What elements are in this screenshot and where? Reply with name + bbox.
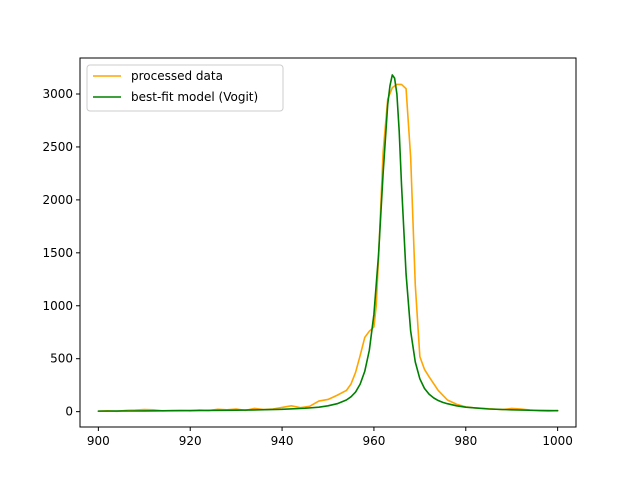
x-tick-label-940: 940 bbox=[271, 434, 294, 448]
y-tick-label-2500: 2500 bbox=[42, 140, 73, 154]
y-tick-label-0: 0 bbox=[65, 405, 73, 419]
x-tick-label-1000: 1000 bbox=[542, 434, 573, 448]
legend-label-processed-data: processed data bbox=[131, 69, 223, 83]
y-axis-ticks: 0 500 1000 1500 2000 2500 3000 bbox=[42, 87, 80, 419]
y-tick-label-1500: 1500 bbox=[42, 246, 73, 260]
x-tick-label-980: 980 bbox=[454, 434, 477, 448]
legend: processed data best-fit model (Vogit) bbox=[86, 64, 284, 112]
legend-label-best-fit-model: best-fit model (Vogit) bbox=[131, 90, 258, 104]
series-line-best-fit-model-vogit bbox=[97, 74, 559, 412]
x-tick-label-900: 900 bbox=[87, 434, 110, 448]
legend-box bbox=[86, 64, 284, 112]
x-tick-label-960: 960 bbox=[362, 434, 385, 448]
plot-frame bbox=[79, 57, 577, 428]
y-tick-label-500: 500 bbox=[50, 352, 73, 366]
x-tick-label-920: 920 bbox=[179, 434, 202, 448]
y-tick-label-3000: 3000 bbox=[42, 87, 73, 101]
series-layer bbox=[97, 74, 559, 413]
y-tick-label-1000: 1000 bbox=[42, 299, 73, 313]
x-axis-ticks: 900 920 940 960 980 1000 bbox=[87, 427, 573, 448]
y-tick-label-2000: 2000 bbox=[42, 193, 73, 207]
